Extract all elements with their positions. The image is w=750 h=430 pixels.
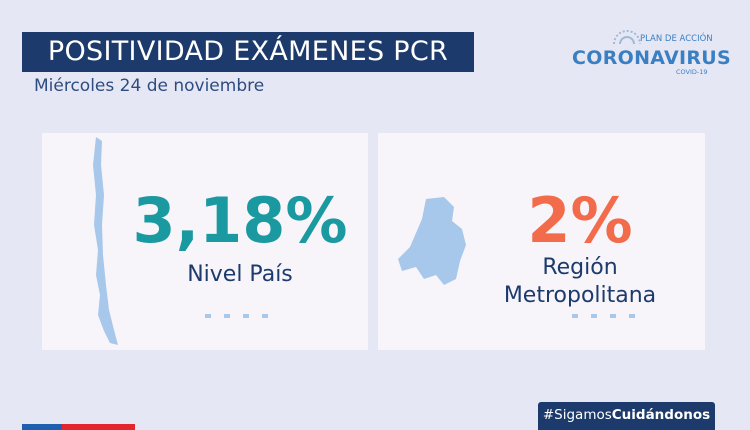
subtitle: Miércoles 24 de noviembre bbox=[34, 76, 265, 96]
logo-main: CORONAVIRUS bbox=[572, 47, 732, 69]
hashtag: #SigamosCuidándonos bbox=[538, 402, 715, 428]
dots bbox=[205, 314, 268, 318]
dots bbox=[572, 314, 635, 318]
region-map bbox=[398, 197, 466, 285]
value: 3,18% bbox=[132, 184, 348, 257]
title-box: POSITIVIDAD EXÁMENES PCR bbox=[22, 32, 474, 72]
logo-icon bbox=[613, 30, 641, 45]
label: Metropolitana bbox=[503, 283, 657, 308]
value: 2% bbox=[527, 184, 633, 257]
label: Región bbox=[542, 255, 618, 280]
hashtag-bold: Cuidándonos bbox=[611, 407, 711, 423]
title: POSITIVIDAD EXÁMENES PCR bbox=[47, 36, 449, 67]
logo-top: PLAN DE ACCIÓN bbox=[640, 34, 713, 44]
chile-map bbox=[93, 137, 118, 345]
hashtag-prefix: #Sigamos bbox=[542, 407, 612, 423]
logo-sub: COVID-19 bbox=[676, 68, 708, 76]
label: Nivel País bbox=[187, 262, 293, 287]
flag-strip bbox=[22, 424, 135, 430]
hashtag-box: #SigamosCuidándonos bbox=[538, 402, 715, 430]
